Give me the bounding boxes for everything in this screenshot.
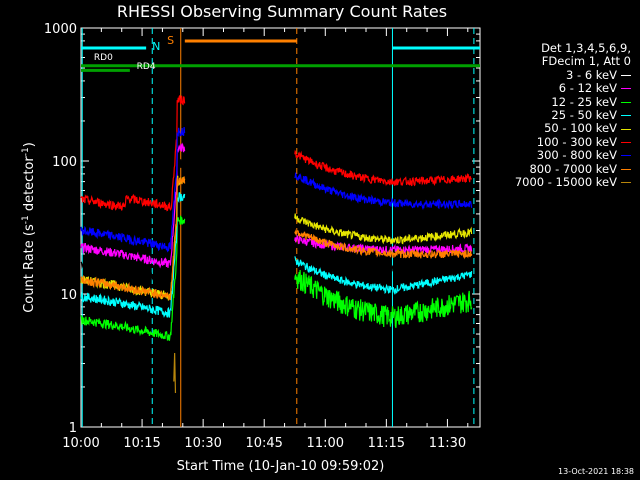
series-line-pre-6 <box>80 126 186 253</box>
legend-swatch <box>621 88 631 90</box>
night-label: N <box>152 40 160 53</box>
legend-swatch <box>621 75 631 77</box>
legend-swatch <box>621 115 631 117</box>
legend-swatch <box>621 101 631 103</box>
legend-entry-label: 300 - 800 keV <box>536 148 617 163</box>
y-tick-label: 100 <box>52 155 77 170</box>
series-line-post-3 <box>294 256 473 295</box>
legend-header-line-1: Det 1,3,4,5,6,9, <box>541 41 631 55</box>
rd0-label: RD0 <box>94 53 113 63</box>
generated-timestamp: 13-Oct-2021 18:38 <box>558 467 634 476</box>
legend-entry: 100 - 300 keV <box>487 134 631 149</box>
legend-swatch <box>621 155 631 157</box>
legend-entry: 800 - 7000 keV <box>487 161 631 176</box>
y-tick-label: 10 <box>60 288 77 303</box>
series-line-post-1 <box>294 234 473 256</box>
legend-header-line-2: FDecim 1, Att 0 <box>541 54 631 69</box>
legend-entry-label: 50 - 100 keV <box>544 121 617 136</box>
series-line-post-5 <box>294 149 472 187</box>
y-axis-label: Count Rate (s-1 detector-1) <box>21 142 37 313</box>
legend-entry-label: 800 - 7000 keV <box>529 161 617 176</box>
legend-entry: 12 - 25 keV <box>487 94 631 109</box>
legend-entry: 6 - 12 keV <box>487 81 631 96</box>
series-line-pre-0 <box>80 159 186 284</box>
x-tick-label: 10:45 <box>245 436 282 451</box>
legend-swatch <box>621 182 631 184</box>
x-tick-label: 10:00 <box>62 436 99 451</box>
legend-entry: 50 - 100 keV <box>487 122 631 135</box>
y-tick-label: 1 <box>69 421 77 436</box>
legend: Det 1,3,4,5,6,9, FDecim 1, Att 0 3 - 6 k… <box>487 41 631 190</box>
series-line-post-4 <box>294 213 473 245</box>
x-tick-label: 10:15 <box>123 436 160 451</box>
plot-frame <box>80 27 481 428</box>
series-line-post-6 <box>294 172 473 211</box>
x-axis-label: Start Time (10-Jan-10 09:59:02) <box>177 459 385 474</box>
series-line-pre-7 <box>80 176 186 301</box>
series-line-8 <box>173 352 177 394</box>
rd4-label: RD4 <box>137 62 156 72</box>
y-tick-label: 1000 <box>44 22 77 37</box>
x-tick-label: 11:15 <box>368 436 405 451</box>
x-tick-label: 11:30 <box>429 436 466 451</box>
legend-swatch <box>621 142 631 144</box>
x-tick-label: 10:30 <box>184 436 221 451</box>
legend-entry-label: 25 - 50 keV <box>551 108 617 123</box>
series-line-pre-3 <box>80 192 186 318</box>
series-line-pre-2 <box>80 215 186 341</box>
legend-swatch <box>621 168 631 170</box>
legend-entry: 3 - 6 keV <box>487 67 631 82</box>
legend-entry-label: 6 - 12 keV <box>558 81 617 96</box>
series-line-pre-5 <box>80 95 186 212</box>
legend-entry-label: 3 - 6 keV <box>566 67 617 82</box>
series-line-post-2 <box>294 269 473 329</box>
legend-entry-label: 100 - 300 keV <box>536 134 617 149</box>
saa-label: S <box>167 34 174 47</box>
legend-entry-label: 7000 - 15000 keV <box>514 175 617 190</box>
legend-entry: 25 - 50 keV <box>487 108 631 123</box>
legend-entry: 300 - 800 keV <box>487 148 631 163</box>
legend-entry: 7000 - 15000 keV <box>487 175 631 190</box>
x-tick-label: 11:00 <box>307 436 344 451</box>
series-line-post-0 <box>294 240 473 273</box>
series-line-pre-1 <box>80 142 186 269</box>
chart-title: RHESSI Observing Summary Count Rates <box>116 2 448 21</box>
series-line-post-7 <box>294 229 473 260</box>
legend-swatch <box>621 128 631 130</box>
legend-entry-label: 12 - 25 keV <box>551 94 617 109</box>
